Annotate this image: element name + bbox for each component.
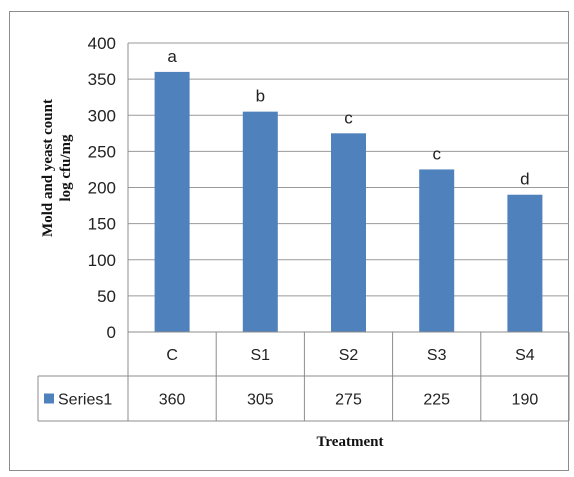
y-axis-label-line1: Mold and yeast count: [40, 99, 56, 237]
significance-letter: c: [344, 108, 353, 127]
y-tick-label: 300: [88, 106, 116, 125]
chart-frame: [9, 11, 569, 471]
x-tick-label: S4: [515, 347, 535, 364]
legend-series-name: Series1: [58, 392, 112, 409]
x-axis-label: Treatment: [317, 434, 384, 450]
legend-swatch: [44, 393, 54, 404]
bar-c: [154, 71, 190, 333]
significance-letter: b: [256, 87, 265, 106]
y-tick-label: 50: [97, 287, 116, 306]
y-axis-ticks: 0 50 100 150 200 250 300 350 400: [88, 34, 116, 342]
bar-s4: [507, 194, 543, 332]
table-value-cell: 225: [423, 392, 450, 409]
y-tick-label: 350: [88, 70, 116, 89]
y-axis-label-line2: log cfu/mg: [58, 134, 74, 202]
data-table: C 360 S1 305 S2 275 S3 225 S4 190 Series1: [37, 331, 570, 422]
table-value-cell: 275: [335, 392, 362, 409]
significance-letter: d: [520, 170, 529, 189]
bar-s1: [242, 111, 278, 332]
bars: [154, 71, 543, 333]
y-tick-label: 200: [88, 179, 116, 198]
bar-s2: [331, 133, 366, 332]
table-value-cell: 305: [247, 392, 274, 409]
x-tick-label: S2: [339, 347, 359, 364]
y-tick-label: 0: [107, 323, 116, 342]
table-value-cell: 360: [159, 392, 186, 409]
table-value-cell: 190: [512, 392, 539, 409]
significance-letter: c: [432, 144, 441, 163]
y-tick-label: 400: [88, 34, 116, 53]
y-tick-label: 150: [88, 215, 116, 234]
y-tick-label: 250: [88, 142, 116, 161]
x-tick-label: C: [166, 347, 178, 364]
significance-letters: a b c c d: [167, 47, 529, 189]
x-tick-label: S1: [251, 347, 271, 364]
x-tick-label: S3: [427, 347, 447, 364]
bar-s3: [419, 169, 455, 332]
significance-letter: a: [167, 47, 177, 66]
y-tick-label: 100: [88, 251, 116, 270]
